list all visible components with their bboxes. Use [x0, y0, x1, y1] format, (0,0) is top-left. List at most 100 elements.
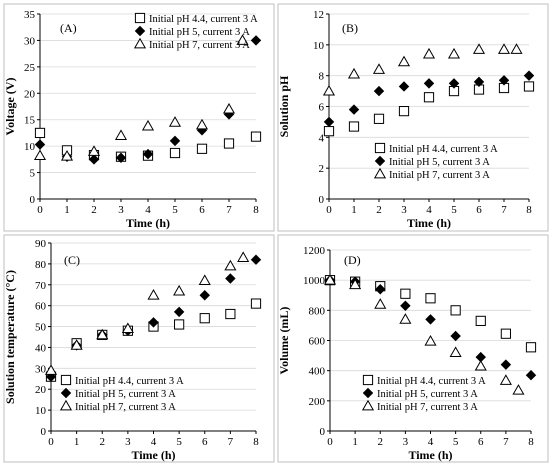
panel-d-ytick-label: 600 — [309, 336, 326, 348]
panel-a-point-diamond — [142, 148, 154, 160]
panel-a-point-square — [250, 131, 262, 142]
panel-a-series-triangle — [33, 34, 249, 161]
panel-b-xtick-label: 8 — [526, 204, 532, 216]
panel-d-point-triangle — [512, 384, 525, 395]
panel-c-legend-label: Initial pH 7, current 3 A — [75, 402, 176, 413]
panel-b-xtick-label: 0 — [326, 204, 332, 216]
panel-c-point-diamond — [250, 254, 262, 265]
panel-d-xtick-label: 7 — [503, 436, 509, 448]
panel-c-ytick-label: 40 — [35, 342, 47, 354]
panel-c-label: (C) — [64, 253, 80, 267]
panel-b-series-square — [323, 81, 535, 137]
panel-c-series-square — [45, 298, 262, 382]
panel-b-legend-marker-square — [374, 142, 386, 154]
panel-d-xtick-label: 3 — [403, 436, 409, 448]
panel-c-point-diamond — [225, 273, 236, 284]
panel-c-ytick-label: 10 — [35, 405, 47, 417]
panel-a-point-triangle — [114, 129, 128, 140]
panel-c-point-square — [250, 298, 262, 309]
panel-d-ytick-label: 1200 — [303, 245, 326, 257]
panel-a-ytick-label: 20 — [24, 88, 36, 100]
panel-c-point-diamond — [173, 306, 185, 318]
panel-d-legend: Initial pH 4.4, current 3 A Initial pH 5,… — [361, 374, 486, 413]
panel-a-xtick-label: 7 — [226, 204, 232, 216]
panel-a-point-triangle — [87, 145, 101, 156]
panel-c-point-triangle — [121, 322, 134, 334]
panel-a-ytick-label: 0 — [30, 194, 36, 206]
panel-c-legend-marker-square — [60, 374, 72, 386]
panel-a-point-diamond — [34, 139, 46, 150]
panel-b-ytick-label: 6 — [319, 102, 325, 114]
panel-a-point-triangle — [222, 102, 236, 114]
panel-b-point-diamond — [523, 70, 535, 81]
panel-d-xtick-label: 2 — [378, 436, 384, 448]
panel-a-legend-label: Initial pH 4.4, current 3 A — [149, 14, 258, 25]
panel-c-xtick-label: 7 — [228, 436, 234, 448]
panel-c: 0 10 20 30 40 50 60 70 80 90 0 1 2 3 4 5 6 7 8 Time (h) Solu… — [3, 234, 275, 463]
panel-b-xtick-label: 3 — [401, 204, 407, 216]
panel-d-point-triangle — [399, 313, 412, 324]
panel-a-xtick-label: 0 — [37, 204, 43, 216]
panel-c-ytick-label: 20 — [35, 384, 47, 396]
panel-b-ytick-label: 0 — [319, 194, 325, 206]
panel-a-legend-marker-triangle — [133, 37, 147, 49]
panel-c-point-square — [225, 308, 236, 320]
panel-c-point-triangle — [147, 289, 160, 300]
panel-d-point-square — [500, 328, 511, 339]
panel-a-legend-label: Initial pH 5, current 3 A — [149, 27, 250, 38]
panel-b-ytick-label: 8 — [319, 71, 325, 83]
panel-c-point-triangle — [44, 364, 58, 375]
panel-c-point-diamond — [45, 371, 57, 382]
panel-d-series-diamond — [324, 274, 537, 381]
panel-d-ytick-label: 400 — [309, 366, 326, 378]
panel-c-ytick-label: 30 — [35, 363, 47, 375]
panel-a-point-square — [169, 147, 181, 159]
panel-c-point-triangle — [237, 251, 250, 263]
panel-b-point-square — [523, 81, 535, 92]
panel-c-point-triangle — [70, 339, 83, 350]
panel-a-point-triangle — [236, 34, 249, 45]
panel-c-point-triangle — [173, 284, 186, 296]
panel-b-point-square — [373, 113, 385, 124]
panel-a-x-axis-title: Time (h) — [126, 216, 170, 230]
panel-c-point-diamond — [148, 317, 159, 328]
panel-c-border — [3, 234, 275, 463]
panel-a-legend: Initial pH 4.4, current 3 A Initial pH 5,… — [133, 12, 258, 51]
panel-b-point-triangle — [397, 55, 411, 67]
panel-a-ytick-label: 25 — [24, 62, 36, 74]
panel-b-xtick-label: 1 — [351, 204, 357, 216]
panel-d-ytick-label: 200 — [309, 396, 326, 408]
panel-b-xtick-label: 2 — [376, 204, 382, 216]
panel-b-series-triangle — [322, 43, 523, 96]
panel-b-ytick-label: 4 — [319, 132, 325, 144]
panel-a-legend-label: Initial pH 7, current 3 A — [149, 40, 250, 51]
panel-d-x-axis-title: Time (h) — [408, 448, 452, 462]
panel-a-xtick-label: 1 — [64, 204, 70, 216]
panel-b-legend-label: Initial pH 5, current 3 A — [389, 157, 490, 168]
panel-b-point-triangle — [372, 63, 386, 74]
panel-b-point-diamond — [448, 78, 460, 89]
panel-c-xtick-label: 5 — [176, 436, 182, 448]
panel-a-point-square — [34, 127, 46, 139]
panel-d-point-diamond — [450, 330, 461, 342]
panel-d-point-triangle — [374, 298, 387, 309]
panel-a-point-triangle — [195, 118, 209, 130]
panel-d-point-triangle — [424, 335, 437, 346]
panel-c-point-square — [174, 319, 185, 330]
panel-c-xtick-label: 0 — [48, 436, 54, 448]
panel-a-y-axis-title: Voltage (V) — [3, 78, 17, 136]
panel-d-xtick-label: 5 — [453, 436, 459, 448]
panel-b-border — [277, 3, 549, 232]
panel-a-point-square — [223, 138, 235, 149]
panel-b-ytick-label: 2 — [319, 163, 325, 175]
panel-c-ytick-label: 0 — [41, 426, 47, 438]
panel-c-legend-marker-diamond — [60, 387, 72, 399]
panel-b-xtick-label: 4 — [426, 204, 432, 216]
panel-d-label: (D) — [344, 253, 361, 267]
panel-d-ytick-label: 800 — [309, 305, 326, 317]
panel-c-point-square — [199, 313, 210, 324]
panel-b-legend-label: Initial pH 4.4, current 3 A — [389, 144, 498, 155]
panel-b-point-triangle — [422, 47, 436, 59]
panel-d-legend-label: Initial pH 4.4, current 3 A — [377, 376, 486, 387]
